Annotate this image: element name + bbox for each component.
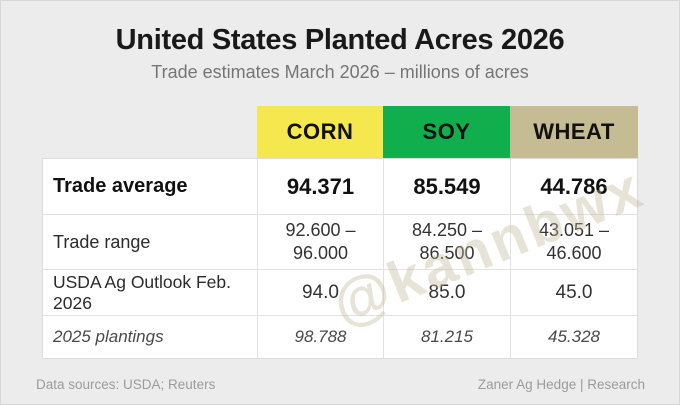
cell-2025-plantings-soy: 81.215	[383, 315, 510, 358]
cell-2025-plantings-wheat: 45.328	[510, 315, 637, 358]
row-label-trade-average: Trade average	[43, 159, 257, 214]
data-sources-note: Data sources: USDA; Reuters	[36, 377, 216, 392]
row-label-trade-range: Trade range	[43, 214, 257, 269]
cell-usda-outlook-corn: 94.0	[257, 269, 383, 315]
cell-trade-range-soy: 84.250 – 86.500	[383, 214, 510, 269]
column-header-soy: SOY	[383, 106, 510, 158]
row-label-2025-plantings: 2025 plantings	[43, 315, 257, 358]
page-title: United States Planted Acres 2026	[115, 24, 565, 56]
page-subtitle: Trade estimates March 2026 – millions of…	[151, 62, 529, 82]
column-header-wheat: WHEAT	[510, 106, 638, 158]
cell-trade-range-wheat: 43.051 – 46.600	[510, 214, 637, 269]
cell-usda-outlook-wheat: 45.0	[510, 269, 637, 315]
column-header-corn: CORN	[257, 106, 383, 158]
cell-trade-average-wheat: 44.786	[510, 159, 637, 214]
cell-trade-average-corn: 94.371	[257, 159, 383, 214]
cell-usda-outlook-soy: 85.0	[383, 269, 510, 315]
estimates-table: Trade average 94.371 85.549 44.786 Trade…	[42, 158, 638, 359]
cell-trade-average-soy: 85.549	[383, 159, 510, 214]
cell-2025-plantings-corn: 98.788	[257, 315, 383, 358]
row-label-usda-outlook: USDA Ag Outlook Feb. 2026	[43, 269, 257, 315]
column-header-row: CORN SOY WHEAT	[257, 106, 638, 158]
cell-trade-range-corn: 92.600 – 96.000	[257, 214, 383, 269]
attribution-note: Zaner Ag Hedge | Research	[477, 377, 645, 392]
